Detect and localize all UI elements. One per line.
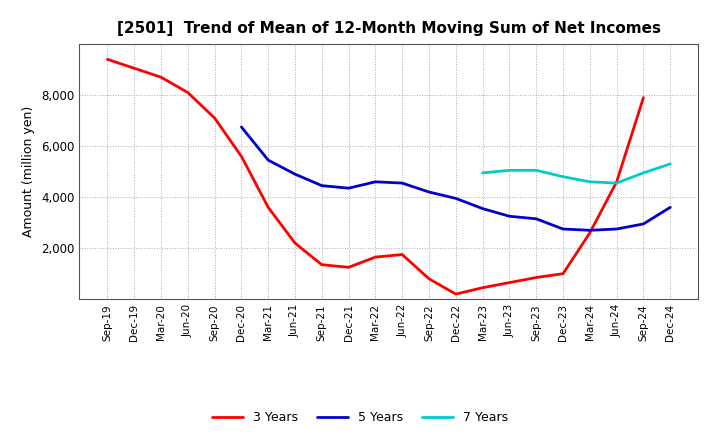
5 Years: [505, 214, 514, 219]
3 Years: [478, 285, 487, 290]
3 Years: [130, 66, 138, 71]
3 Years: [612, 179, 621, 184]
5 Years: [425, 189, 433, 194]
5 Years: [344, 186, 353, 191]
5 Years: [237, 124, 246, 129]
5 Years: [478, 206, 487, 211]
3 Years: [291, 240, 300, 246]
Line: 5 Years: 5 Years: [241, 127, 670, 230]
3 Years: [264, 205, 272, 210]
5 Years: [585, 227, 594, 233]
5 Years: [559, 226, 567, 231]
3 Years: [398, 252, 407, 257]
7 Years: [612, 180, 621, 186]
7 Years: [559, 174, 567, 180]
7 Years: [585, 179, 594, 184]
5 Years: [371, 179, 379, 184]
3 Years: [210, 115, 219, 121]
5 Years: [264, 158, 272, 163]
5 Years: [532, 216, 541, 221]
3 Years: [157, 74, 166, 80]
7 Years: [532, 168, 541, 173]
5 Years: [612, 226, 621, 231]
7 Years: [505, 168, 514, 173]
3 Years: [505, 280, 514, 285]
3 Years: [344, 265, 353, 270]
3 Years: [371, 254, 379, 260]
5 Years: [318, 183, 326, 188]
7 Years: [639, 170, 648, 176]
5 Years: [291, 172, 300, 177]
3 Years: [425, 276, 433, 282]
3 Years: [585, 230, 594, 235]
Line: 3 Years: 3 Years: [107, 59, 644, 294]
3 Years: [451, 291, 460, 297]
7 Years: [666, 161, 675, 167]
5 Years: [398, 180, 407, 186]
Title: [2501]  Trend of Mean of 12-Month Moving Sum of Net Incomes: [2501] Trend of Mean of 12-Month Moving …: [117, 21, 661, 36]
Legend: 3 Years, 5 Years, 7 Years: 3 Years, 5 Years, 7 Years: [207, 407, 513, 429]
5 Years: [666, 205, 675, 210]
3 Years: [237, 154, 246, 159]
3 Years: [639, 95, 648, 100]
Line: 7 Years: 7 Years: [482, 164, 670, 183]
3 Years: [532, 275, 541, 280]
Y-axis label: Amount (million yen): Amount (million yen): [22, 106, 35, 237]
3 Years: [103, 57, 112, 62]
5 Years: [451, 196, 460, 201]
3 Years: [184, 90, 192, 95]
3 Years: [318, 262, 326, 268]
7 Years: [478, 170, 487, 176]
5 Years: [639, 221, 648, 227]
3 Years: [559, 271, 567, 276]
